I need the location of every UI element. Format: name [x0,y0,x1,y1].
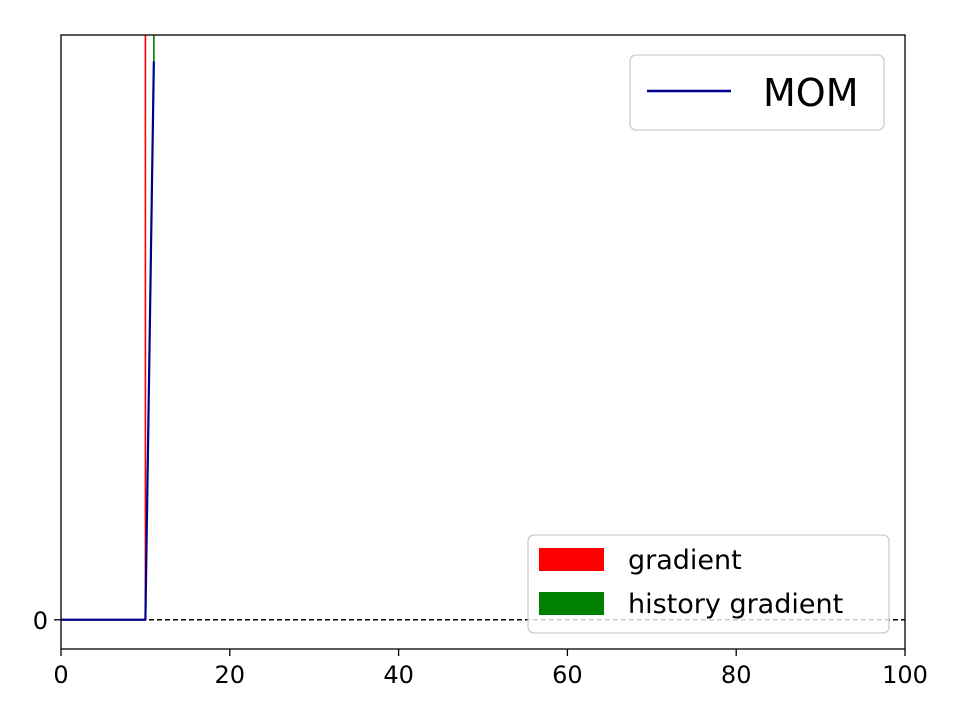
legend-series: MOM [629,54,885,131]
x-tick-label: 80 [721,661,752,689]
legend-label-mom: MOM [763,71,858,115]
legend-patch-history-gradient [539,592,604,615]
series-line-mom [61,61,155,621]
x-tick-label: 0 [53,661,68,689]
legend-box [629,54,885,131]
x-tick-label: 100 [882,661,928,689]
legend-label-history-gradient: history gradient [628,589,843,620]
x-tick-label: 20 [215,661,246,689]
x-axis: 0 20 40 60 80 100 [53,649,928,689]
y-axis: 0 [33,607,61,635]
legend-label-gradient: gradient [628,545,742,576]
legend-patch-gradient [539,548,604,571]
y-tick-label: 0 [33,607,48,635]
plot-marks [61,35,905,621]
x-tick-label: 60 [552,661,583,689]
legend-markers: gradient history gradient [527,534,890,634]
legend-box [527,534,890,634]
plot-frame [60,34,906,650]
x-tick-label: 40 [383,661,414,689]
